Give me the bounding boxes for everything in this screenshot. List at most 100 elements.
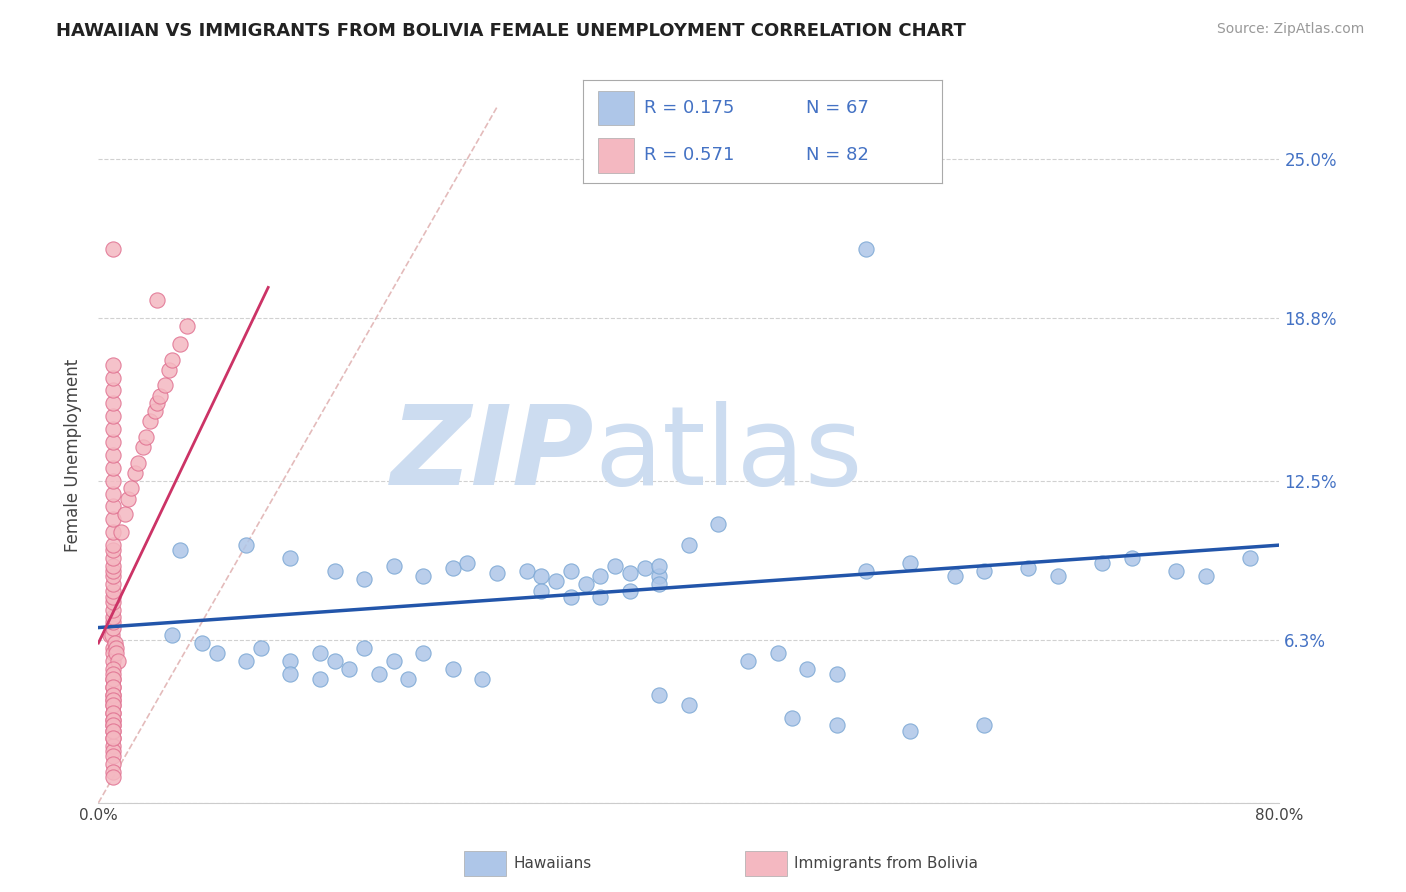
Point bbox=[1195, 569, 1218, 583]
Point bbox=[110, 525, 132, 540]
Point bbox=[707, 517, 730, 532]
Point bbox=[353, 572, 375, 586]
Point bbox=[103, 615, 125, 630]
Point bbox=[103, 595, 125, 609]
Point bbox=[127, 456, 149, 470]
Point bbox=[162, 352, 183, 367]
Point bbox=[103, 610, 125, 624]
Point bbox=[648, 576, 671, 591]
Point bbox=[530, 584, 553, 599]
Point bbox=[103, 409, 125, 424]
Point bbox=[278, 551, 302, 566]
Point bbox=[103, 680, 125, 694]
Point bbox=[1046, 569, 1069, 583]
Point bbox=[648, 569, 671, 583]
Point bbox=[103, 706, 125, 720]
Point bbox=[103, 692, 125, 706]
Text: Immigrants from Bolivia: Immigrants from Bolivia bbox=[794, 856, 979, 871]
Point bbox=[176, 319, 198, 334]
Text: HAWAIIAN VS IMMIGRANTS FROM BOLIVIA FEMALE UNEMPLOYMENT CORRELATION CHART: HAWAIIAN VS IMMIGRANTS FROM BOLIVIA FEMA… bbox=[56, 22, 966, 40]
Point bbox=[353, 641, 375, 656]
Point bbox=[103, 646, 125, 660]
Point bbox=[103, 474, 125, 488]
Point bbox=[103, 739, 125, 753]
Point bbox=[103, 500, 125, 514]
Point bbox=[103, 558, 125, 573]
Point bbox=[191, 636, 214, 650]
Point bbox=[103, 770, 125, 784]
Point bbox=[943, 569, 966, 583]
Point bbox=[309, 672, 332, 686]
Point bbox=[103, 662, 125, 676]
Point bbox=[103, 621, 125, 635]
Point bbox=[605, 558, 627, 573]
Bar bbox=[598, 91, 634, 126]
Text: N = 82: N = 82 bbox=[806, 146, 869, 164]
Point bbox=[162, 628, 183, 642]
Point bbox=[103, 602, 125, 616]
Point bbox=[103, 538, 125, 552]
Point bbox=[648, 558, 671, 573]
Point bbox=[412, 646, 434, 660]
Point bbox=[103, 680, 125, 694]
Point bbox=[782, 711, 804, 725]
Point bbox=[103, 723, 125, 738]
Point bbox=[855, 242, 877, 256]
Point bbox=[973, 718, 995, 732]
Point bbox=[441, 662, 464, 676]
Point bbox=[103, 672, 125, 686]
Point bbox=[589, 590, 612, 604]
Point bbox=[678, 698, 700, 712]
Point bbox=[103, 744, 125, 758]
Point bbox=[169, 543, 191, 558]
Point bbox=[135, 430, 157, 444]
Point bbox=[1239, 551, 1261, 566]
Text: atlas: atlas bbox=[595, 401, 863, 508]
Point bbox=[973, 564, 995, 578]
Point bbox=[678, 538, 700, 552]
Point bbox=[205, 646, 228, 660]
Point bbox=[103, 723, 125, 738]
Point bbox=[278, 654, 302, 668]
Bar bbox=[598, 137, 634, 173]
Point bbox=[153, 378, 176, 392]
Point bbox=[825, 718, 848, 732]
Point bbox=[103, 749, 125, 764]
Point bbox=[103, 757, 125, 772]
Point bbox=[900, 556, 922, 570]
Point bbox=[441, 561, 464, 575]
Point bbox=[103, 486, 125, 500]
Point bbox=[382, 558, 405, 573]
Point bbox=[855, 564, 877, 578]
Point bbox=[560, 590, 582, 604]
Point bbox=[1091, 556, 1114, 570]
Point bbox=[396, 672, 419, 686]
Point bbox=[100, 628, 122, 642]
Point bbox=[103, 370, 125, 384]
Point bbox=[103, 384, 125, 398]
Point bbox=[103, 692, 125, 706]
Point bbox=[103, 698, 125, 712]
Point bbox=[103, 714, 125, 728]
Point bbox=[103, 698, 125, 712]
Point bbox=[323, 564, 346, 578]
Point bbox=[825, 667, 848, 681]
Point bbox=[412, 569, 434, 583]
Point bbox=[589, 569, 612, 583]
Point bbox=[235, 538, 257, 552]
Point bbox=[633, 561, 655, 575]
Point bbox=[546, 574, 568, 589]
Point bbox=[143, 404, 166, 418]
Point bbox=[1164, 564, 1187, 578]
Point bbox=[619, 584, 641, 599]
Point bbox=[530, 569, 553, 583]
Point bbox=[574, 576, 596, 591]
Point bbox=[103, 551, 125, 566]
Point bbox=[103, 706, 125, 720]
Point bbox=[560, 564, 582, 578]
Point bbox=[103, 714, 125, 728]
Point bbox=[103, 641, 125, 656]
Point bbox=[124, 466, 146, 480]
Point bbox=[103, 576, 125, 591]
Point bbox=[157, 363, 180, 377]
